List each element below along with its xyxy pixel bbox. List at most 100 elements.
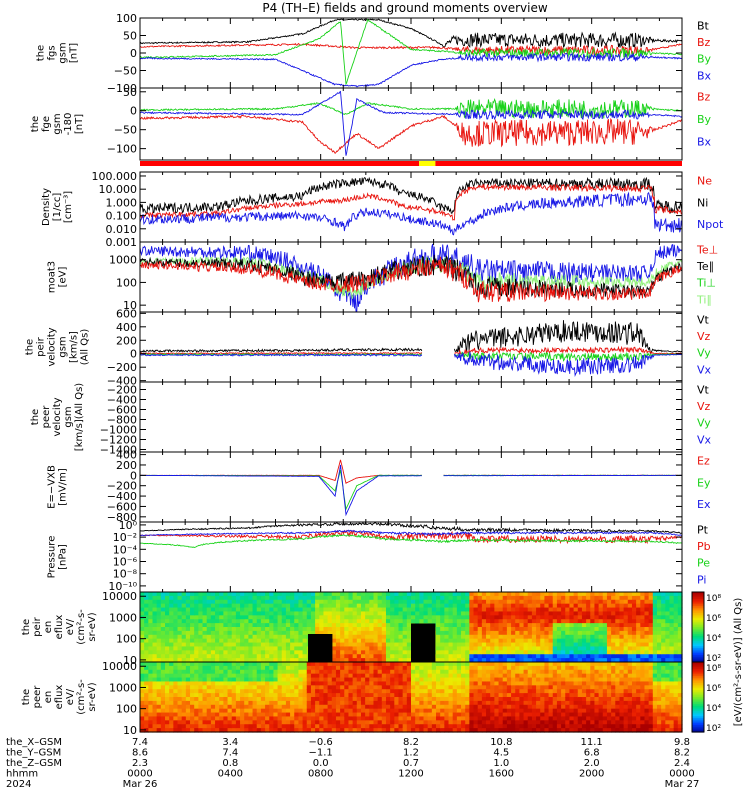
spectrogram-cell xyxy=(506,724,512,729)
spectrogram-cell xyxy=(556,642,562,648)
spectrogram-cell xyxy=(156,646,162,651)
spectrogram-cell xyxy=(302,599,308,605)
spectrogram-cell xyxy=(344,669,350,675)
spectrogram-cell xyxy=(669,623,675,628)
spectrogram-cell xyxy=(402,662,408,667)
spectrogram-cell xyxy=(486,642,491,648)
spectrogram-cell xyxy=(411,607,416,613)
spectrogram-cell xyxy=(290,623,295,628)
spectrogram-cell xyxy=(636,603,641,609)
spectrogram-cell xyxy=(552,685,558,690)
spectrogram-cell xyxy=(661,658,666,663)
spectrogram-cell xyxy=(423,720,429,725)
spectrogram-cell xyxy=(448,697,454,702)
y-axis-label-line: -180 xyxy=(63,113,74,136)
spectrogram-cell xyxy=(227,662,233,667)
spectrogram-cell xyxy=(390,685,395,690)
spectrogram-cell xyxy=(569,634,575,640)
spectrogram-cell xyxy=(481,658,487,663)
spectrogram-cell xyxy=(523,724,529,729)
spectrogram-cell xyxy=(419,697,425,702)
spectrogram-cell xyxy=(306,592,312,597)
spectrogram-cell xyxy=(377,595,383,601)
spectrogram-cell xyxy=(573,724,579,729)
spectrogram-cell xyxy=(165,607,170,613)
spectrogram-cell xyxy=(611,646,616,651)
spectrogram-cell xyxy=(390,619,395,624)
spectrogram-cell xyxy=(252,615,258,620)
spectrogram-cell xyxy=(277,592,283,597)
spectrogram-cell xyxy=(561,693,566,698)
spectrogram-cell xyxy=(469,634,475,640)
spectrogram-cell xyxy=(352,689,358,694)
spectrogram-cell xyxy=(481,720,487,725)
spectrogram-cell xyxy=(227,681,233,686)
spectrogram-cell xyxy=(302,611,308,616)
spectrogram-cell xyxy=(586,665,591,671)
spectrogram-cell xyxy=(148,716,154,721)
spectrogram-cell xyxy=(169,638,174,644)
spectrogram-cell xyxy=(636,611,641,616)
spectrogram-cell xyxy=(411,595,416,601)
spectrogram-cell xyxy=(606,658,612,663)
spectrogram-cell xyxy=(519,700,525,706)
spectrogram-cell xyxy=(465,669,470,675)
spectrogram-cell xyxy=(448,673,454,679)
spectrogram-cell xyxy=(377,603,383,609)
spectrogram-cell xyxy=(340,665,345,671)
spectrogram-cell xyxy=(144,607,149,613)
spectrogram-cell xyxy=(185,638,191,644)
series-Vy xyxy=(139,351,683,362)
spectrogram-cell xyxy=(360,662,366,667)
spectrogram-cell xyxy=(327,716,333,721)
spectrogram-cell xyxy=(148,712,154,718)
spectrogram-cell xyxy=(406,712,412,718)
spectrogram-cell xyxy=(202,607,208,613)
spectrogram-cell xyxy=(202,650,208,655)
spectrogram-cell xyxy=(190,720,195,725)
spectrogram-cell xyxy=(415,662,420,667)
spectrogram-cell xyxy=(290,658,295,663)
spectrogram-cell xyxy=(194,654,199,659)
spectrogram-cell xyxy=(602,638,608,644)
spectrogram-cell xyxy=(636,623,641,628)
spectrogram-cell xyxy=(148,704,154,710)
spectrogram-cell xyxy=(615,627,621,632)
spectrogram-cell xyxy=(440,595,445,601)
spectrogram-cell xyxy=(406,665,412,671)
spectrogram-cell xyxy=(385,708,391,714)
spectrogram-cell xyxy=(385,650,391,655)
spectrogram-cell xyxy=(181,716,187,721)
spectrogram-cell xyxy=(269,689,275,694)
spectrogram-cell xyxy=(340,603,345,609)
spectrogram-cell xyxy=(548,716,554,721)
spectrogram-cell xyxy=(315,704,320,710)
series-By xyxy=(139,18,683,86)
spectrogram-cell xyxy=(223,665,229,671)
spectrogram-cell xyxy=(677,595,683,601)
spectrogram-cell xyxy=(148,630,154,636)
spectrogram-cell xyxy=(290,634,295,640)
spectrogram-cell xyxy=(581,693,587,698)
spectrogram-cell xyxy=(398,630,404,636)
spectrogram-cell xyxy=(598,595,604,601)
spectrogram-cell xyxy=(365,708,370,714)
spectrogram-cell xyxy=(619,642,625,648)
spectrogram-cell xyxy=(173,720,179,725)
spectrogram-cell xyxy=(148,689,154,694)
spectrogram-cell xyxy=(156,728,162,733)
spectrogram-cell xyxy=(256,665,262,671)
spectrogram-cell xyxy=(373,658,379,663)
spectrogram-cell xyxy=(302,712,308,718)
y-tick-label: 200 xyxy=(116,334,137,347)
spectrogram-cell xyxy=(181,638,187,644)
spectrogram-cell xyxy=(252,630,258,636)
spectrogram-cell xyxy=(602,627,608,632)
spectrogram-cell xyxy=(594,619,600,624)
spectrogram-cell xyxy=(544,712,550,718)
spectrogram-cell xyxy=(160,685,166,690)
spectrogram-cell xyxy=(252,681,258,686)
spectrogram-cell xyxy=(490,599,495,605)
spectrogram-cell xyxy=(431,720,437,725)
spectrogram-cell xyxy=(511,712,516,718)
